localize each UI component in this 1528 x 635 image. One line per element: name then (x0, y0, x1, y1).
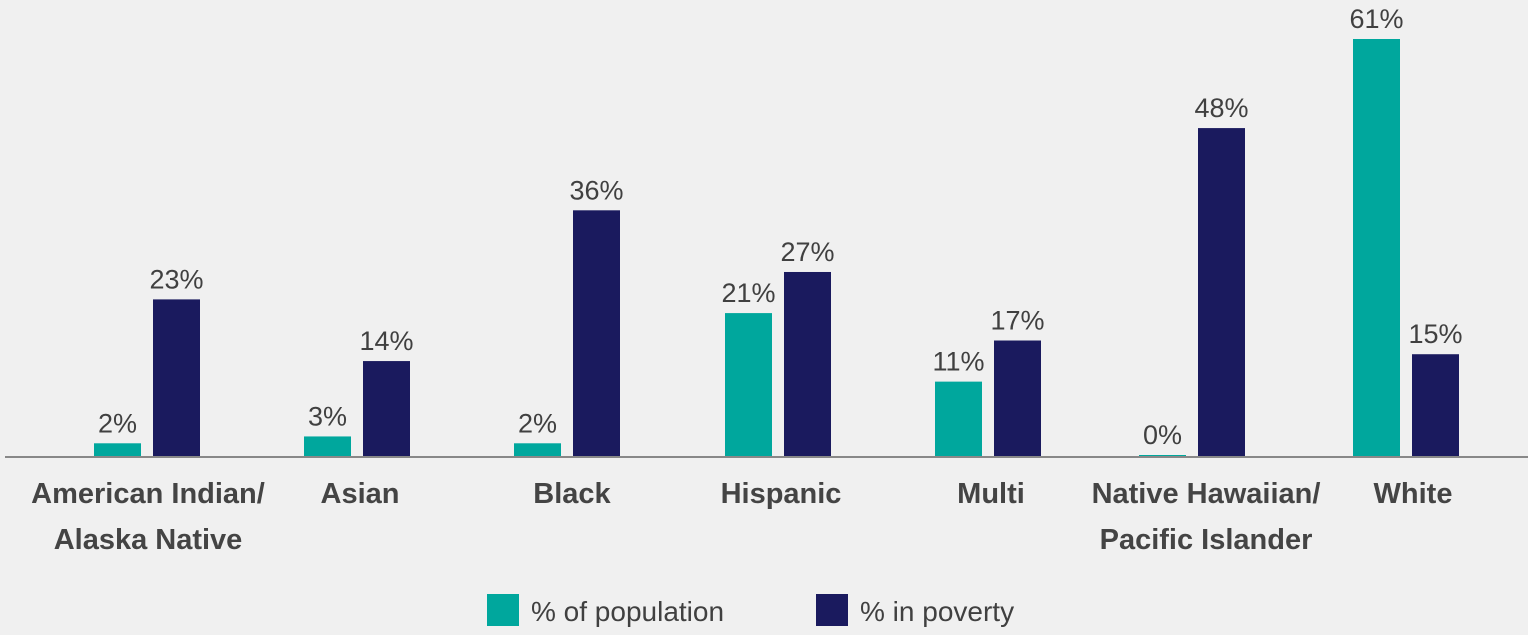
category-label-5-line1: Pacific Islander (1100, 524, 1313, 556)
bar-population-6 (1353, 39, 1400, 457)
data-label-population-0: 2% (98, 408, 137, 438)
category-label-0-line1: Alaska Native (54, 524, 243, 556)
bar-poverty-2 (573, 210, 620, 457)
category-label-5-line0: Native Hawaiian/ (1092, 478, 1321, 510)
bar-poverty-3 (784, 271, 831, 457)
bar-population-4 (935, 381, 982, 457)
data-label-poverty-6: 15% (1408, 319, 1462, 349)
data-label-population-3: 21% (721, 278, 775, 308)
data-label-poverty-3: 27% (780, 237, 834, 267)
data-label-poverty-0: 23% (149, 264, 203, 294)
category-label-6: White (1374, 478, 1453, 510)
bars-group (94, 39, 1459, 457)
bar-population-2 (514, 443, 561, 457)
bar-poverty-0 (153, 299, 200, 457)
legend-label-poverty: % in poverty (860, 596, 1014, 627)
labels-group: 2% 3% 2% 21% 11% 0% 61% 23% 14% 36% 27% 17% 48% 15% Am… (31, 4, 1462, 556)
data-label-population-5: 0% (1143, 420, 1182, 450)
category-label-3: Hispanic (721, 478, 842, 510)
data-label-poverty-2: 36% (569, 175, 623, 205)
bar-poverty-5 (1198, 128, 1245, 457)
data-label-population-4: 11% (932, 347, 984, 377)
legend-label-population: % of population (531, 596, 724, 627)
legend-swatch-poverty (816, 594, 848, 626)
data-label-population-1: 3% (308, 401, 347, 431)
category-label-2: Black (533, 478, 611, 510)
legend-swatch-population (487, 594, 519, 626)
bar-population-3 (725, 313, 772, 457)
bar-population-1 (304, 436, 351, 457)
data-label-population-6: 61% (1349, 4, 1403, 34)
data-label-poverty-4: 17% (990, 306, 1044, 336)
data-label-population-2: 2% (518, 408, 557, 438)
data-label-poverty-1: 14% (359, 326, 413, 356)
bar-poverty-1 (363, 361, 410, 457)
category-label-1: Asian (321, 478, 400, 510)
data-label-poverty-5: 48% (1194, 93, 1248, 123)
bar-poverty-6 (1412, 354, 1459, 457)
category-label-4: Multi (957, 478, 1025, 510)
legend: % of population % in poverty (487, 594, 1014, 627)
bar-population-0 (94, 443, 141, 457)
bar-poverty-4 (994, 340, 1041, 457)
category-label-0-line0: American Indian/ (31, 478, 265, 510)
